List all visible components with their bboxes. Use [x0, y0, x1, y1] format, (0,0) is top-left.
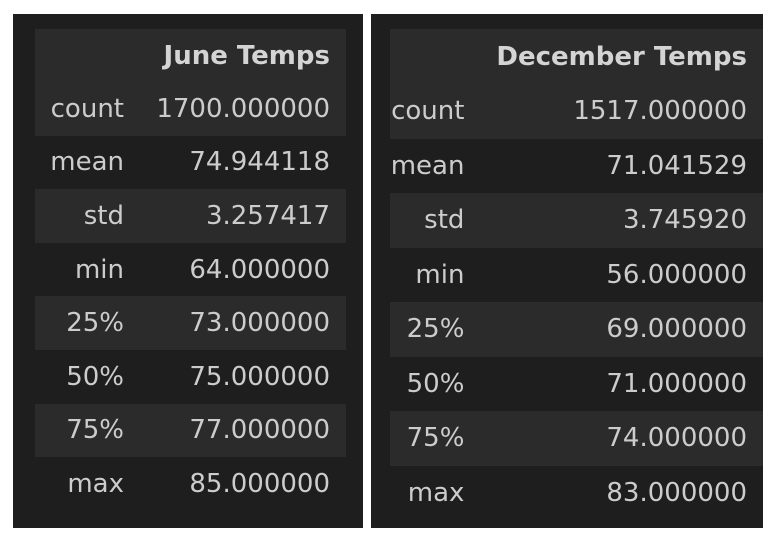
- june-temps-output-panel: June Temps count 1700.000000 mean 74.94411…: [13, 14, 363, 528]
- table-row: max 85.000000: [35, 457, 346, 511]
- row-label: 25%: [66, 308, 124, 339]
- column-header: June Temps: [163, 40, 330, 71]
- december-temps-table: December Temps count 1517.000000 mean 71.0…: [390, 29, 763, 520]
- row-value: 3.257417: [205, 200, 330, 231]
- row-label: std: [83, 200, 124, 231]
- row-value: 73.000000: [189, 308, 330, 339]
- row-label: mean: [50, 147, 124, 178]
- table-row: 75% 77.000000: [35, 403, 346, 458]
- table-header-row: June Temps: [35, 29, 346, 82]
- row-value: 74.000000: [606, 423, 747, 454]
- june-temps-table: June Temps count 1700.000000 mean 74.94411…: [35, 29, 346, 511]
- row-label: 75%: [66, 415, 124, 446]
- row-label: min: [415, 259, 465, 290]
- column-header: December Temps: [496, 41, 747, 72]
- row-value: 74.944118: [189, 147, 330, 178]
- table-row: count 1517.000000: [390, 84, 763, 139]
- table-row: std 3.257417: [35, 189, 346, 243]
- row-label: mean: [390, 150, 465, 181]
- table-row: max 83.000000: [390, 465, 763, 520]
- row-label: count: [50, 93, 124, 124]
- row-value: 1517.000000: [573, 96, 747, 127]
- table-row: mean 74.944118: [35, 135, 346, 190]
- row-label: count: [391, 96, 465, 127]
- row-value: 69.000000: [606, 314, 747, 345]
- table-header-row: December Temps: [390, 29, 763, 84]
- row-value: 75.000000: [189, 361, 330, 392]
- row-value: 71.041529: [606, 150, 747, 181]
- table-row: mean 71.041529: [390, 138, 763, 193]
- index-header: [35, 29, 140, 82]
- row-label: min: [74, 254, 124, 285]
- row-value: 71.000000: [606, 368, 747, 399]
- row-label: 25%: [406, 314, 465, 345]
- table-row: min 56.000000: [390, 247, 763, 302]
- row-label: max: [407, 477, 465, 508]
- row-value: 56.000000: [606, 259, 747, 290]
- index-header: [390, 29, 480, 84]
- row-value: 77.000000: [189, 415, 330, 446]
- table-row: 75% 74.000000: [390, 411, 763, 466]
- row-label: std: [424, 205, 465, 236]
- row-label: 75%: [406, 423, 465, 454]
- table-row: 25% 69.000000: [390, 302, 763, 357]
- table-row: 50% 71.000000: [390, 356, 763, 411]
- row-value: 3.745920: [622, 205, 747, 236]
- december-temps-output-panel: December Temps count 1517.000000 mean 71.0…: [371, 14, 763, 528]
- row-label: max: [67, 468, 124, 499]
- row-value: 85.000000: [189, 468, 330, 499]
- table-row: min 64.000000: [35, 242, 346, 297]
- row-label: 50%: [406, 368, 465, 399]
- row-label: 50%: [66, 361, 124, 392]
- table-row: 50% 75.000000: [35, 349, 346, 404]
- table-row: 25% 73.000000: [35, 296, 346, 350]
- row-value: 64.000000: [189, 254, 330, 285]
- row-value: 83.000000: [606, 477, 747, 508]
- table-row: std 3.745920: [390, 193, 763, 248]
- row-value: 1700.000000: [156, 93, 330, 124]
- table-row: count 1700.000000: [35, 82, 346, 136]
